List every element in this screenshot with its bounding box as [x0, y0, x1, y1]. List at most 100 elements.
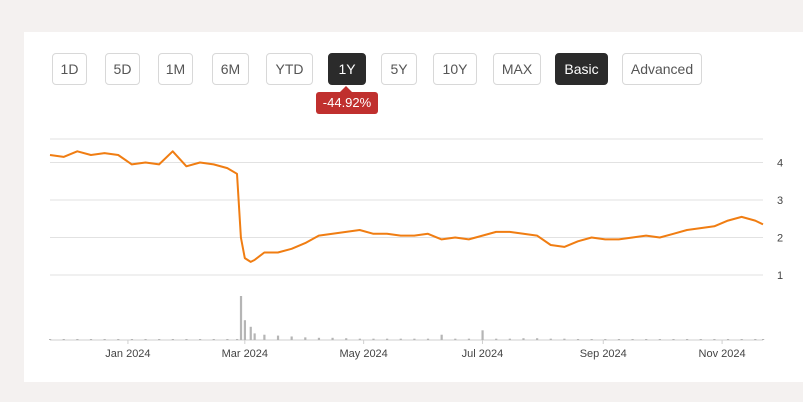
price-point [631, 237, 633, 239]
volume-bar [158, 339, 161, 340]
volume-bar [372, 338, 375, 340]
price-point [762, 223, 764, 225]
volume-bar [130, 339, 134, 340]
y-tick-label: 1 [777, 270, 783, 282]
volume-bar [522, 338, 525, 340]
price-point [536, 235, 538, 237]
volume-bar [576, 339, 580, 340]
price-point [563, 246, 565, 248]
volume-bar [454, 338, 457, 340]
price-point [291, 248, 293, 250]
price-point [618, 238, 620, 240]
volume-bar [89, 339, 93, 340]
volume-bar [117, 339, 120, 340]
price-point [550, 244, 552, 246]
volume-bar [253, 333, 256, 340]
volume-bar [290, 336, 293, 340]
price-point [185, 165, 187, 167]
price-point [672, 233, 674, 235]
price-point [495, 231, 497, 233]
volume-bar [212, 339, 215, 340]
price-point [244, 257, 246, 259]
price-point [144, 162, 146, 164]
volume-bar [426, 338, 430, 340]
range-button-5y[interactable]: 5Y [381, 53, 417, 85]
volume-bar [672, 339, 675, 340]
price-point [400, 235, 402, 237]
volume-bar [713, 339, 716, 340]
y-tick-label: 2 [777, 233, 783, 245]
price-point [240, 237, 242, 239]
volume-bar [481, 330, 484, 340]
price-point [250, 261, 252, 263]
price-point [226, 167, 228, 169]
x-tick-label: Jan 2024 [105, 348, 150, 360]
volume-bar [754, 339, 757, 340]
view-button-advanced[interactable]: Advanced [622, 53, 702, 85]
range-button-1d[interactable]: 1D [52, 53, 87, 85]
price-point [441, 238, 443, 240]
volume-bar [413, 338, 416, 340]
price-point [727, 220, 729, 222]
price-point [359, 229, 361, 231]
price-point [172, 150, 174, 152]
volume-bar [762, 339, 765, 340]
volume-bar [226, 339, 229, 340]
price-point [591, 237, 593, 239]
volume-bar [243, 320, 247, 340]
volume-bar [508, 338, 511, 340]
price-point [386, 233, 388, 235]
volume-bar [171, 339, 174, 340]
price-point [468, 238, 470, 240]
chart-card [24, 32, 803, 382]
volume-bar [604, 339, 607, 340]
range-button-10y[interactable]: 10Y [433, 53, 477, 85]
range-button-1y[interactable]: 1Y [328, 53, 366, 85]
volume-bar [740, 339, 743, 340]
price-point [49, 154, 51, 156]
volume-bar [699, 339, 702, 340]
range-button-5d[interactable]: 5D [105, 53, 140, 85]
y-tick-label: 4 [777, 158, 783, 170]
volume-bar [276, 335, 280, 340]
price-point [522, 233, 524, 235]
range-button-6m[interactable]: 6M [212, 53, 249, 85]
price-point [645, 235, 647, 237]
view-button-basic[interactable]: Basic [555, 53, 608, 85]
range-button-max[interactable]: MAX [493, 53, 541, 85]
price-point [318, 235, 320, 237]
price-line [49, 150, 764, 263]
price-point [713, 225, 715, 227]
price-point [604, 238, 606, 240]
volume-bar [239, 296, 243, 340]
volume-bar [399, 338, 402, 340]
price-point [509, 231, 511, 233]
volume-bar [686, 339, 689, 340]
volume-bar [62, 339, 65, 340]
volume-bar [199, 339, 202, 340]
price-point [413, 235, 415, 237]
volume-bar [263, 334, 266, 340]
price-point [158, 163, 160, 165]
price-point [63, 156, 65, 158]
volume-bar [331, 337, 334, 340]
price-point [754, 220, 756, 222]
volume-bar [144, 339, 147, 340]
price-point [131, 163, 133, 165]
volume-bar [440, 334, 443, 340]
volume-bar [658, 339, 661, 340]
x-tick-label: Sep 2024 [580, 348, 627, 360]
volume-bar [345, 338, 348, 340]
y-tick-label: 3 [777, 195, 783, 207]
range-button-1m[interactable]: 1M [158, 53, 193, 85]
range-button-ytd[interactable]: YTD [266, 53, 313, 85]
volume-bar [49, 339, 52, 340]
x-tick-label: Nov 2024 [699, 348, 746, 360]
volume-bar [617, 339, 621, 340]
price-point [345, 231, 347, 233]
volume-bar [645, 339, 648, 340]
price-point [213, 163, 215, 165]
price-point [277, 252, 279, 254]
volume-bar [103, 339, 106, 340]
